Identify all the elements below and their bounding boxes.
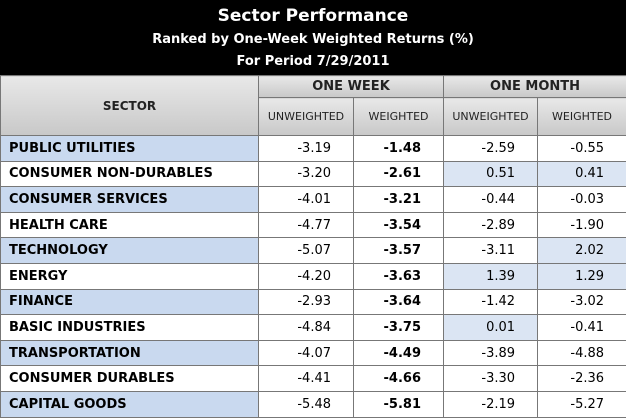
subtitle: Ranked by One-Week Weighted Returns (%) [152,32,474,47]
value-cell: -0.03 [537,186,626,213]
value-cell: 0.51 [443,160,539,188]
value-cell: -2.19 [443,390,539,418]
value-cell: 1.39 [443,262,539,290]
sector-name: FINANCE [0,288,259,316]
column-header: WEIGHTED [352,97,445,136]
value-cell: 0.01 [443,314,539,341]
value-cell: -1.90 [537,211,626,239]
table-row: CONSUMER NON-DURABLES -3.20 -2.61 0.51 0.41 [0,160,626,188]
value-cell: -2.59 [443,135,539,162]
value-cell: -4.07 [258,339,354,367]
value-cell: -3.89 [443,339,539,367]
value-cell: 2.02 [537,237,626,264]
table-row: ENERGY -4.20 -3.63 1.39 1.29 [0,262,626,290]
value-cell: -5.81 [352,390,445,418]
value-cell: -3.21 [352,186,445,213]
title: Sector Performance [217,6,409,26]
sector-name: BASIC INDUSTRIES [0,314,259,341]
column-header: UNWEIGHTED [258,97,354,136]
table-row: TRANSPORTATION -4.07 -4.49 -3.89 -4.88 [0,339,626,367]
value-cell: -3.11 [443,237,539,264]
table-row: CAPITAL GOODS -5.48 -5.81 -2.19 -5.27 [0,390,626,418]
value-cell: -3.57 [352,237,445,264]
sector-name: ENERGY [0,262,259,290]
table-row: PUBLIC UTILITIES -3.19 -1.48 -2.59 -0.55 [0,135,626,162]
value-cell: -3.75 [352,314,445,341]
value-cell: -2.89 [443,211,539,239]
value-cell: -3.19 [258,135,354,162]
value-cell: -4.66 [352,365,445,392]
value-cell: -3.64 [352,288,445,316]
value-cell: -5.07 [258,237,354,264]
value-cell: -0.41 [537,314,626,341]
table-row: TECHNOLOGY -5.07 -3.57 -3.11 2.02 [0,237,626,264]
value-cell: -0.44 [443,186,539,213]
sector-name: TECHNOLOGY [0,237,259,264]
value-cell: 1.29 [537,262,626,290]
header: Sector Performance Ranked by One-Week We… [0,0,626,75]
value-cell: -3.54 [352,211,445,239]
value-cell: -2.36 [537,365,626,392]
column-header: SECTOR [0,75,259,136]
value-cell: -4.84 [258,314,354,341]
value-cell: -4.41 [258,365,354,392]
value-cell: -5.48 [258,390,354,418]
value-cell: -4.88 [537,339,626,367]
column-header: WEIGHTED [537,97,626,136]
value-cell: -3.02 [537,288,626,316]
group-header: ONE WEEK [257,75,445,98]
value-cell: -3.63 [352,262,445,290]
value-cell: -2.93 [258,288,354,316]
value-cell: -4.20 [258,262,354,290]
sector-name: CONSUMER DURABLES [0,365,259,392]
sector-name: HEALTH CARE [0,211,259,239]
value-cell: 0.41 [537,160,626,188]
table-row: BASIC INDUSTRIES -4.84 -3.75 0.01 -0.41 [0,314,626,341]
sector-name: CONSUMER SERVICES [0,186,259,213]
value-cell: -4.01 [258,186,354,213]
period: For Period 7/29/2011 [236,54,390,69]
table-row: FINANCE -2.93 -3.64 -1.42 -3.02 [0,288,626,316]
value-cell: -4.49 [352,339,445,367]
sector-name: CAPITAL GOODS [0,390,259,418]
column-header: UNWEIGHTED [443,97,539,136]
table-body: PUBLIC UTILITIES -3.19 -1.48 -2.59 -0.55 CONS… [0,135,626,418]
sector-name: TRANSPORTATION [0,339,259,367]
value-cell: -3.20 [258,160,354,188]
table-row: CONSUMER DURABLES -4.41 -4.66 -3.30 -2.36 [0,365,626,392]
value-cell: -1.48 [352,135,445,162]
sector-name: PUBLIC UTILITIES [0,135,259,162]
table: SECTOR ONE WEEK ONE MONTH UNWEIGHTED WEI… [0,75,626,418]
value-cell: -4.77 [258,211,354,239]
table-row: CONSUMER SERVICES -4.01 -3.21 -0.44 -0.03 [0,186,626,213]
group-header: ONE MONTH [443,75,626,98]
sector-name: CONSUMER NON-DURABLES [0,160,259,188]
value-cell: -0.55 [537,135,626,162]
value-cell: -2.61 [352,160,445,188]
value-cell: -3.30 [443,365,539,392]
table-row: HEALTH CARE -4.77 -3.54 -2.89 -1.90 [0,211,626,239]
value-cell: -5.27 [537,390,626,418]
value-cell: -1.42 [443,288,539,316]
